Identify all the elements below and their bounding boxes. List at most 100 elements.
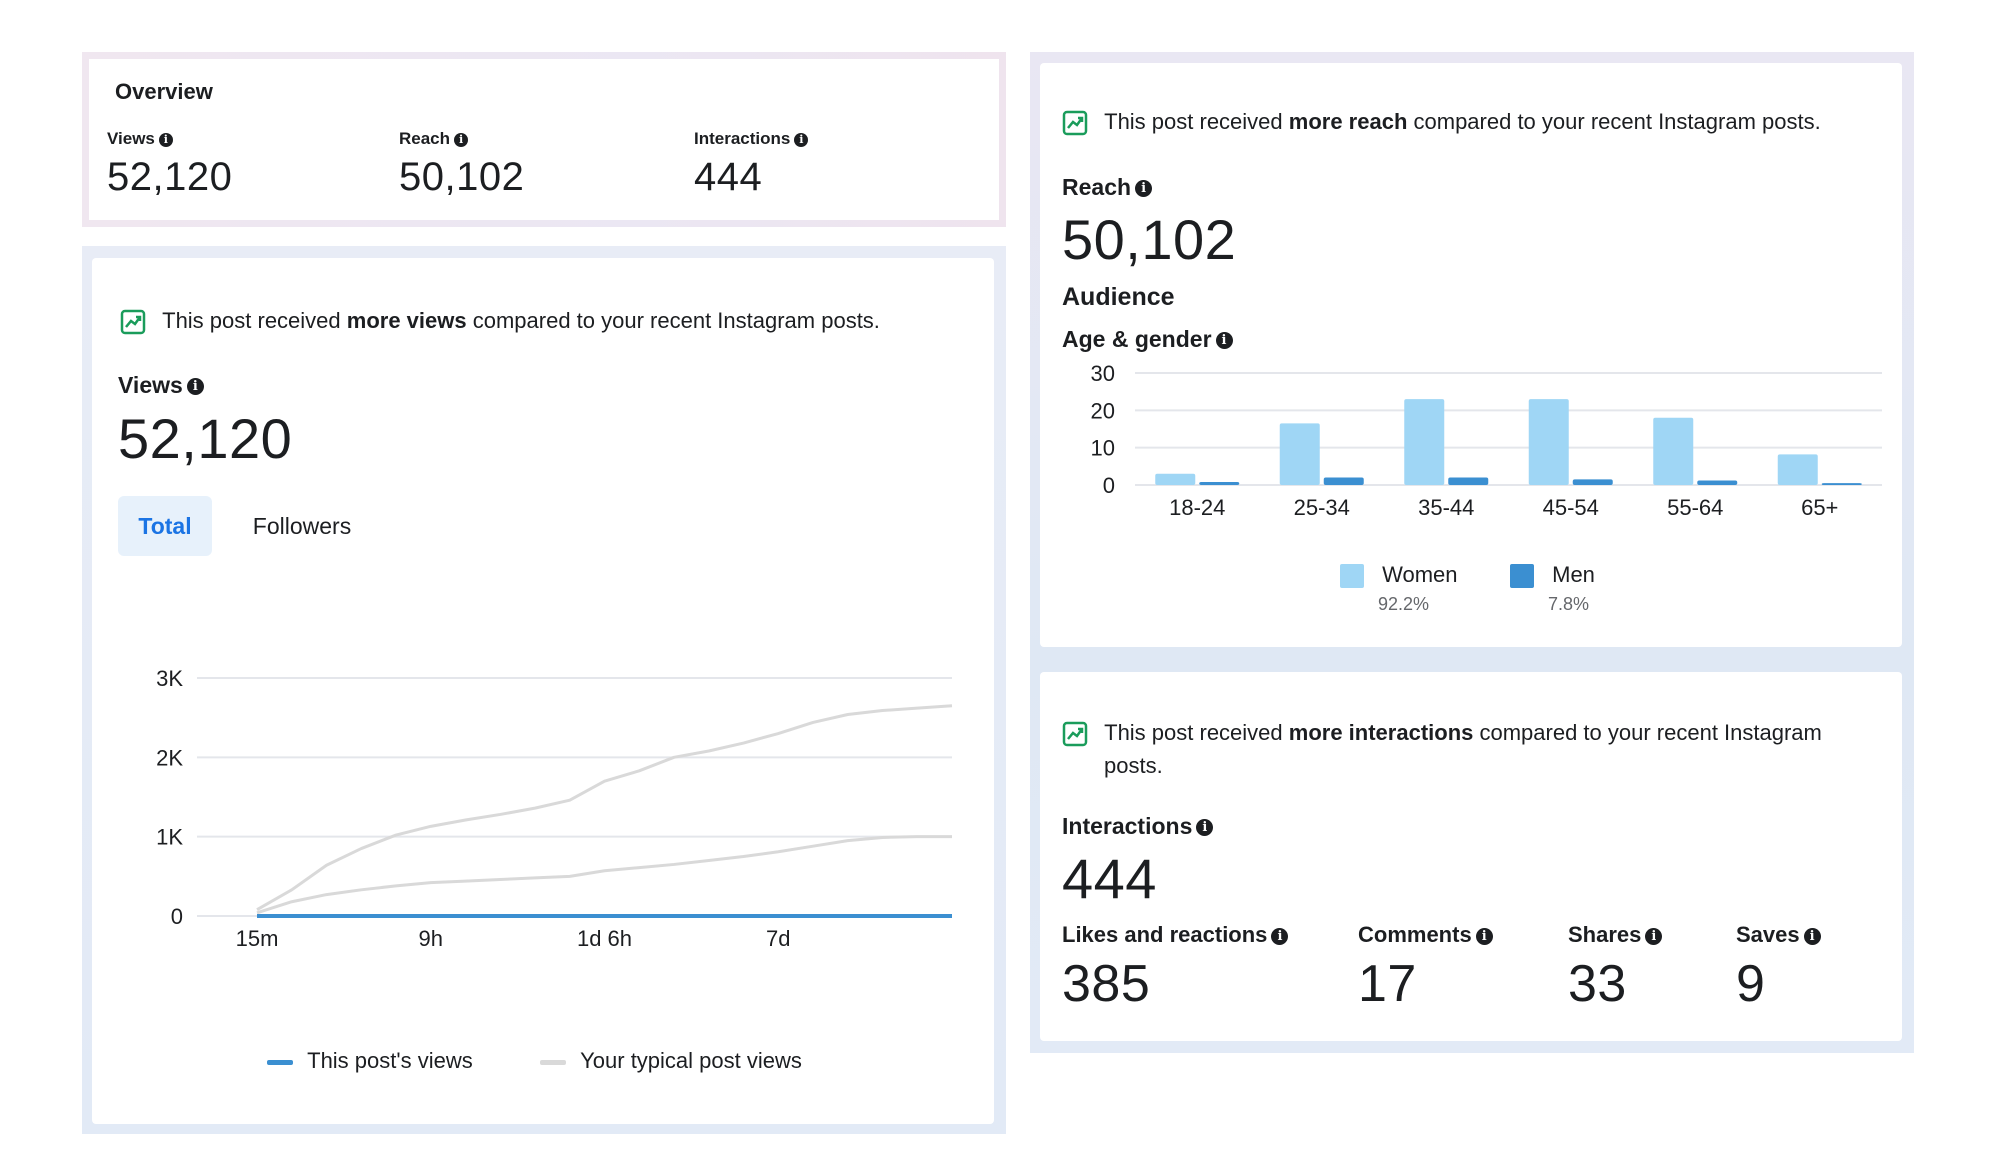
info-icon[interactable]: i [794, 132, 809, 147]
audience-title: Audience [1062, 283, 1175, 311]
views-label: Views [118, 372, 183, 398]
comments-label: Comments [1358, 922, 1472, 947]
overview-metric-views: Views i 52,120 [107, 129, 232, 200]
y-tick-label: 10 [1091, 436, 1115, 461]
views-line-chart: 0 1K 2K 3K 15m 9h 1d 6h 7d [156, 666, 953, 951]
info-icon[interactable]: i [1803, 927, 1821, 945]
legend-label: This post's views [307, 1048, 473, 1073]
trend-up-icon [1062, 110, 1088, 136]
overview-title: Overview [115, 79, 213, 104]
bar-women-45-54 [1528, 399, 1569, 485]
interactions-card: This post received more interactions com… [1040, 672, 1902, 1041]
notice-text: compared to your recent Instagram [1473, 720, 1822, 745]
interactions-notice-line2: posts. [1104, 753, 1163, 778]
interactions-label-row: Interactions i [1062, 813, 1214, 840]
interactions-notice: This post received more interactions com… [1062, 720, 1822, 747]
x-tick-label: 65+ [1801, 495, 1838, 520]
views-value: 52,120 [118, 407, 293, 470]
series-line-typical-upper [256, 704, 953, 911]
interactions-label: Interactions [1062, 813, 1193, 839]
likes-label: Likes and reactions [1062, 922, 1268, 947]
info-icon[interactable]: i [158, 132, 173, 147]
likes-label-row: Likes and reactions i [1062, 922, 1289, 948]
comments-label-row: Comments i [1358, 922, 1493, 948]
notice-emphasis: more interactions [1288, 720, 1474, 745]
legend-pct: 7.8% [1548, 594, 1590, 614]
overview-metric-interactions: Interactions i 444 [694, 129, 809, 200]
info-icon[interactable]: i [1215, 332, 1233, 350]
legend-typical: Your typical post views [540, 1048, 802, 1074]
info-icon[interactable]: i [186, 378, 204, 396]
bar-women-18-24 [1155, 473, 1196, 485]
legend-swatch-women [1340, 564, 1364, 589]
x-tick-label: 35-44 [1418, 495, 1474, 520]
legend-swatch-men [1510, 564, 1534, 589]
reach-label-row: Reach i [1062, 174, 1153, 201]
overview-metric-reach: Reach i 50,102 [399, 129, 524, 200]
x-tick-label: 25-34 [1294, 495, 1350, 520]
bar-women-55-64 [1653, 417, 1694, 485]
info-icon[interactable]: i [1135, 180, 1153, 198]
legend-men: Men 7.8% [1510, 562, 1595, 614]
views-card: This post received more views compared t… [92, 258, 994, 1124]
tab-followers[interactable]: Followers [252, 513, 352, 539]
x-tick-label: 55-64 [1667, 495, 1723, 520]
overview-views-value: 52,120 [107, 155, 233, 199]
comments-value: 17 [1358, 955, 1417, 1013]
y-tick-label: 30 [1091, 363, 1115, 386]
overview-reach-label: Reach [399, 129, 451, 148]
shares-value: 33 [1568, 955, 1627, 1013]
notice-emphasis: more views [346, 308, 467, 333]
legend-pct: 92.2% [1378, 594, 1430, 614]
bar-men-35-44 [1448, 477, 1489, 485]
bar-women-35-44 [1404, 399, 1445, 485]
saves-value: 9 [1736, 955, 1766, 1013]
y-tick-label: 0 [1103, 473, 1115, 498]
notice-text: compared to your recent Instagram posts. [466, 308, 880, 333]
x-tick-label: 18-24 [1169, 495, 1225, 520]
likes-value: 385 [1062, 955, 1151, 1013]
info-icon[interactable]: i [1475, 927, 1493, 945]
y-tick-label: 3K [156, 666, 183, 691]
bar-women-25-34 [1279, 423, 1320, 485]
overview-reach-value: 50,102 [399, 155, 525, 199]
trend-up-icon [120, 309, 146, 335]
bar-men-65+ [1821, 483, 1862, 485]
views-notice: This post received more views compared t… [120, 308, 880, 335]
shares-label: Shares [1568, 922, 1642, 947]
notice-text: This post received [162, 308, 347, 333]
reach-value: 50,102 [1062, 208, 1237, 271]
notice-text: This post received [1104, 720, 1289, 745]
legend-label: Men [1552, 562, 1595, 587]
x-tick-label: 9h [419, 926, 443, 951]
y-tick-label: 0 [171, 904, 183, 929]
legend-swatch-gray [540, 1059, 566, 1065]
age-gender-title-row: Age & gender i [1062, 326, 1233, 353]
info-icon[interactable]: i [1196, 819, 1214, 837]
interactions-value: 444 [1062, 847, 1157, 910]
overview-interactions-label: Interactions [694, 129, 791, 148]
reach-label: Reach [1062, 174, 1132, 200]
y-tick-label: 1K [156, 825, 183, 850]
reach-card: This post received more reach compared t… [1040, 63, 1902, 647]
bar-men-18-24 [1199, 482, 1240, 485]
x-tick-label: 15m [236, 926, 279, 951]
tab-total[interactable]: Total [118, 496, 212, 556]
info-icon[interactable]: i [454, 132, 469, 147]
saves-label: Saves [1736, 922, 1800, 947]
legend-this-post: This post's views [267, 1048, 473, 1074]
legend-women: Women 92.2% [1340, 562, 1458, 614]
reach-notice: This post received more reach compared t… [1062, 109, 1821, 136]
bar-men-45-54 [1572, 479, 1613, 485]
x-tick-label: 1d 6h [577, 926, 632, 951]
trend-up-icon [1062, 721, 1088, 747]
bar-women-65+ [1777, 454, 1818, 485]
shares-label-row: Shares i [1568, 922, 1663, 948]
overview-views-label: Views [107, 129, 155, 148]
notice-text: This post received [1104, 109, 1289, 134]
info-icon[interactable]: i [1645, 927, 1663, 945]
info-icon[interactable]: i [1271, 927, 1289, 945]
notice-text: compared to your recent Instagram posts. [1407, 109, 1821, 134]
bar-men-25-34 [1323, 477, 1364, 485]
age-gender-bar-chart: 0 10 20 30 18-24 25-34 35-44 45-54 55-64 65+ [1091, 363, 1882, 520]
